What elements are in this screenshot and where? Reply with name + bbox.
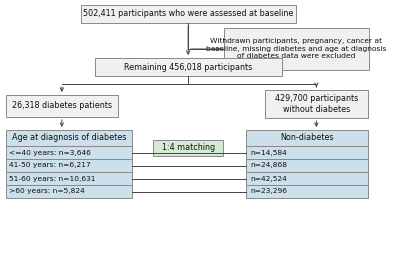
Text: 26,318 diabetes patients: 26,318 diabetes patients bbox=[12, 102, 112, 111]
Bar bbox=[224, 28, 369, 70]
Bar bbox=[246, 159, 368, 172]
Text: Age at diagnosis of diabetes: Age at diagnosis of diabetes bbox=[12, 133, 126, 142]
Text: Withdrawn participants, pregnancy, cancer at
baseline, missing diabetes and age : Withdrawn participants, pregnancy, cance… bbox=[206, 39, 386, 60]
Text: <=40 years: n=3,646: <=40 years: n=3,646 bbox=[10, 150, 91, 155]
Text: n=24,868: n=24,868 bbox=[250, 162, 287, 169]
Bar bbox=[6, 172, 132, 185]
Text: Non-diabetes: Non-diabetes bbox=[280, 133, 334, 142]
Bar bbox=[80, 5, 296, 23]
Bar bbox=[6, 185, 132, 198]
Text: Remaining 456,018 participants: Remaining 456,018 participants bbox=[124, 62, 252, 71]
Bar bbox=[94, 58, 282, 76]
Text: 502,411 participants who were assessed at baseline: 502,411 participants who were assessed a… bbox=[83, 10, 293, 19]
Text: n=42,524: n=42,524 bbox=[250, 176, 287, 181]
Text: 41-50 years: n=6,217: 41-50 years: n=6,217 bbox=[10, 162, 91, 169]
Text: n=14,584: n=14,584 bbox=[250, 150, 287, 155]
Bar bbox=[246, 146, 368, 159]
Bar bbox=[246, 185, 368, 198]
Text: 51-60 years: n=10,631: 51-60 years: n=10,631 bbox=[10, 176, 96, 181]
Bar bbox=[6, 95, 118, 117]
Text: 1:4 matching: 1:4 matching bbox=[162, 143, 215, 152]
Bar bbox=[246, 130, 368, 146]
Text: n=23,296: n=23,296 bbox=[250, 188, 287, 195]
Bar bbox=[6, 130, 132, 146]
Bar bbox=[246, 172, 368, 185]
Bar bbox=[6, 159, 132, 172]
Bar bbox=[265, 90, 368, 118]
Text: >60 years: n=5,824: >60 years: n=5,824 bbox=[10, 188, 85, 195]
Text: 429,700 participants
without diabetes: 429,700 participants without diabetes bbox=[275, 94, 358, 114]
Bar bbox=[6, 146, 132, 159]
Bar bbox=[153, 140, 223, 156]
